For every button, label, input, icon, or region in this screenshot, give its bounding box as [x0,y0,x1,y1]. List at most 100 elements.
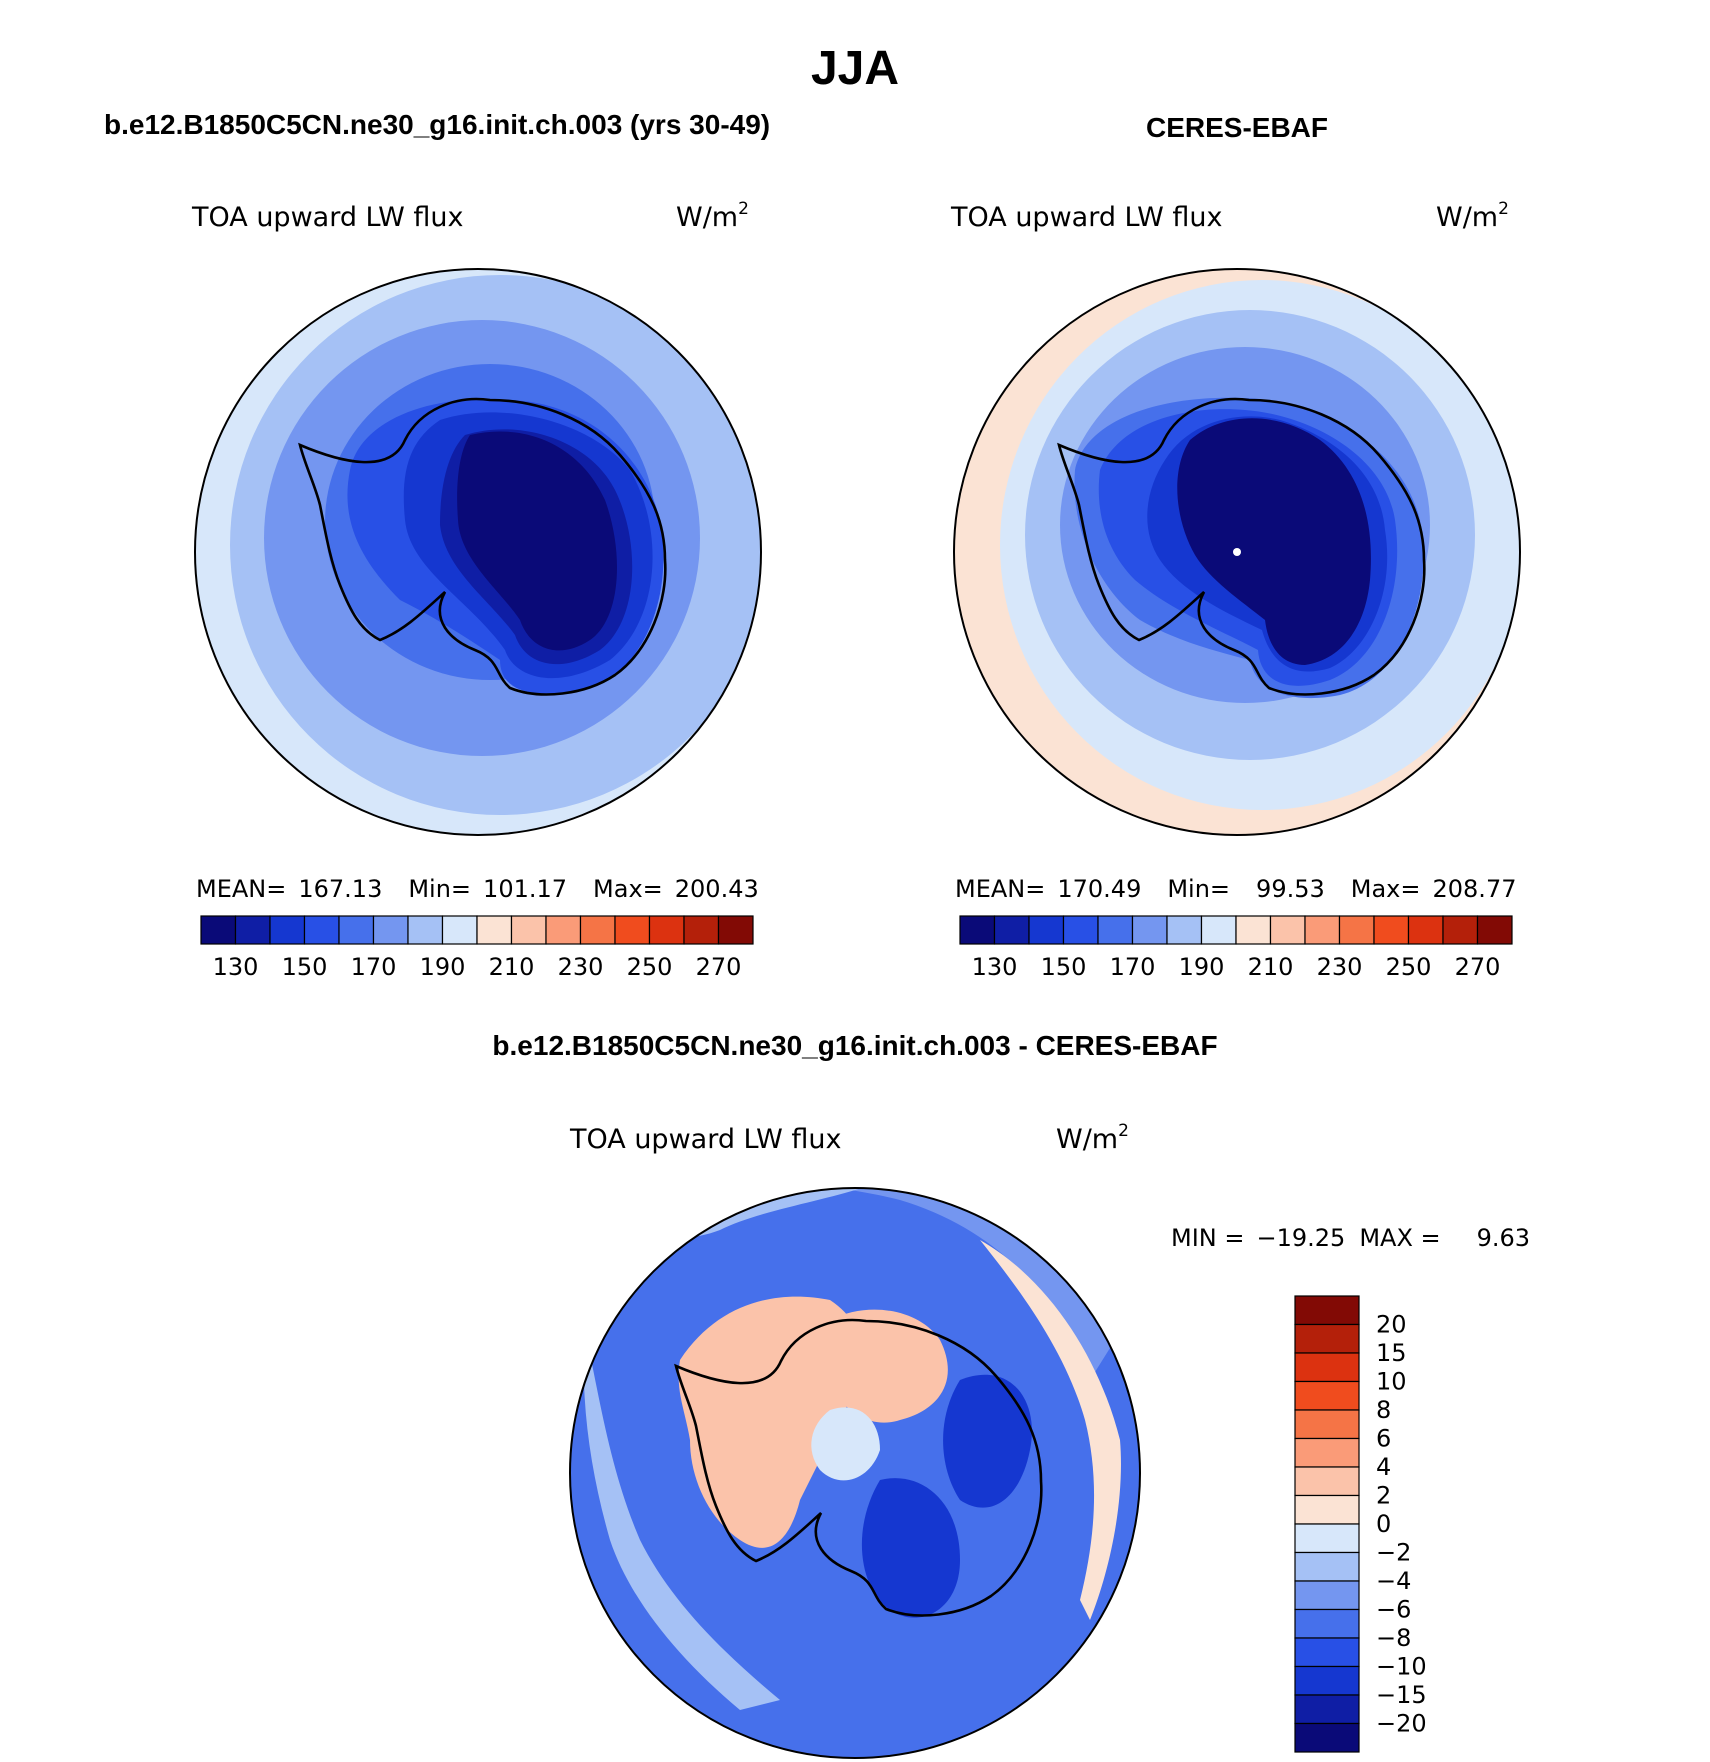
diff-colorbar-box [1294,1494,1360,1525]
model-colorbar-tick-label: 130 [213,953,259,981]
model-colorbar-box [476,915,513,945]
obs-colorbar-box [1269,915,1306,945]
diff-colorbar-box [1294,1580,1360,1611]
obs-colorbar-box [1476,915,1513,945]
model-colorbar-box [234,915,271,945]
model-colorbar-tick-label: 250 [627,953,673,981]
obs-colorbar-box [1200,915,1237,945]
obs-variable-label: TOA upward LW flux [950,202,1223,233]
diff-units-label: W/m2 [1056,1121,1129,1155]
obs-south-pole-marker [1233,548,1241,556]
diff-colorbar-box [1294,1637,1360,1668]
diff-colorbar-tick-label: 0 [1376,1510,1391,1538]
diff-colorbar-box [1294,1466,1360,1497]
model-colorbar-box [510,915,547,945]
diff-colorbar-tick-label: 20 [1376,1311,1407,1339]
diff-zone-north-band [570,1188,1140,1380]
model-colorbar-box [683,915,720,945]
obs-zone-core [1177,418,1371,665]
diff-colorbar-box [1294,1551,1360,1582]
obs-colorbar-box [1235,915,1272,945]
obs-colorbar-box [1097,915,1134,945]
model-variable-label: TOA upward LW flux [191,202,464,233]
obs-map-border [953,268,1521,836]
diff-colorbar-tick-label: −6 [1376,1596,1411,1624]
diff-variable-label: TOA upward LW flux [569,1124,842,1155]
model-colorbar-tick-label: 270 [696,953,742,981]
diff-zone-central-warm [822,1309,948,1423]
diff-colorbar-tick-label: −10 [1376,1653,1427,1681]
diff-colorbar-box [1294,1380,1360,1411]
diff-colorbar-box [1294,1295,1360,1326]
model-units-label: W/m2 [676,199,749,233]
model-colorbar-box [441,915,478,945]
obs-units-label: W/m2 [1436,199,1509,233]
diff-colorbar-tick-label: 2 [1376,1482,1391,1510]
obs-colorbar-box [1131,915,1168,945]
model-colorbar-box [407,915,444,945]
obs-colorbar: 130 150 170 190 210 230 250 270 [959,915,1513,981]
obs-colorbar-tick-label: 190 [1179,953,1225,981]
obs-colorbar-box [1442,915,1479,945]
model-colorbar-box [717,915,754,945]
obs-colorbar-box [1373,915,1410,945]
diff-antarctica-coastline [674,1318,1043,1617]
diff-colorbar-box [1294,1409,1360,1440]
diff-zone-west-band [583,1330,780,1710]
obs-colorbar-tick-label: 150 [1041,953,1087,981]
diff-colorbar-tick-label: 8 [1376,1396,1391,1424]
diff-colorbar-tick-label: −20 [1376,1710,1427,1738]
diff-colorbar-box [1294,1437,1360,1468]
model-colorbar: 130 150 170 190 210 230 250 270 [200,915,754,981]
model-colorbar-box [269,915,306,945]
obs-antarctica-coastline [1057,397,1426,696]
model-colorbar-box [545,915,582,945]
model-antarctica-coastline [298,397,667,696]
obs-colorbar-box [1407,915,1444,945]
figure-title: JJA [811,42,899,95]
diff-colorbar-tick-label: −8 [1376,1624,1411,1652]
diff-panel-title: b.e12.B1850C5CN.ne30_g16.init.ch.003 - C… [492,1030,1217,1061]
model-colorbar-box [614,915,651,945]
model-colorbar-tick-label: 150 [282,953,328,981]
diff-colorbar-box [1294,1694,1360,1725]
model-colorbar-tick-label: 190 [420,953,466,981]
obs-stats: MEAN= 170.49 Min= 99.53 Max= 208.77 [955,875,1516,903]
obs-colorbar-box [959,915,996,945]
obs-panel: CERES-EBAF TOA upward LW flux W/m2 MEAN=… [950,112,1521,981]
diff-zone-pole-neutral [811,1407,880,1481]
model-panel: b.e12.B1850C5CN.ne30_g16.init.ch.003 (yr… [104,109,770,981]
model-colorbar-box [372,915,409,945]
diff-colorbar-box [1294,1665,1360,1696]
obs-colorbar-box [1166,915,1203,945]
diff-colorbar-tick-label: 10 [1376,1368,1407,1396]
model-colorbar-box [338,915,375,945]
obs-colorbar-tick-label: 250 [1386,953,1432,981]
diff-colorbar-box [1294,1523,1360,1554]
diff-panel: b.e12.B1850C5CN.ne30_g16.init.ch.003 - C… [492,1030,1530,1759]
model-colorbar-box [579,915,616,945]
diff-colorbar-box [1294,1722,1360,1753]
diff-map-border [569,1187,1141,1759]
diff-colorbar-tick-label: 6 [1376,1425,1391,1453]
obs-colorbar-box [1028,915,1065,945]
obs-colorbar-box [993,915,1030,945]
diff-colorbar-box [1294,1608,1360,1639]
model-zone-core [457,431,617,651]
obs-colorbar-tick-label: 270 [1455,953,1501,981]
diff-colorbar-box [1294,1352,1360,1383]
diff-colorbar-tick-label: −2 [1376,1539,1411,1567]
diff-colorbar-tick-label: 15 [1376,1339,1407,1367]
diff-colorbar-tick-label: −4 [1376,1567,1411,1595]
obs-colorbar-box [1338,915,1375,945]
diff-colorbar-tick-label: −15 [1376,1681,1427,1709]
diff-zone-east-ridge [980,1240,1121,1620]
model-map [195,269,761,835]
model-colorbar-box [648,915,685,945]
model-colorbar-tick-label: 210 [489,953,535,981]
model-colorbar-tick-label: 230 [558,953,604,981]
obs-panel-title: CERES-EBAF [1146,112,1328,143]
diff-colorbar-tick-label: 4 [1376,1453,1391,1481]
